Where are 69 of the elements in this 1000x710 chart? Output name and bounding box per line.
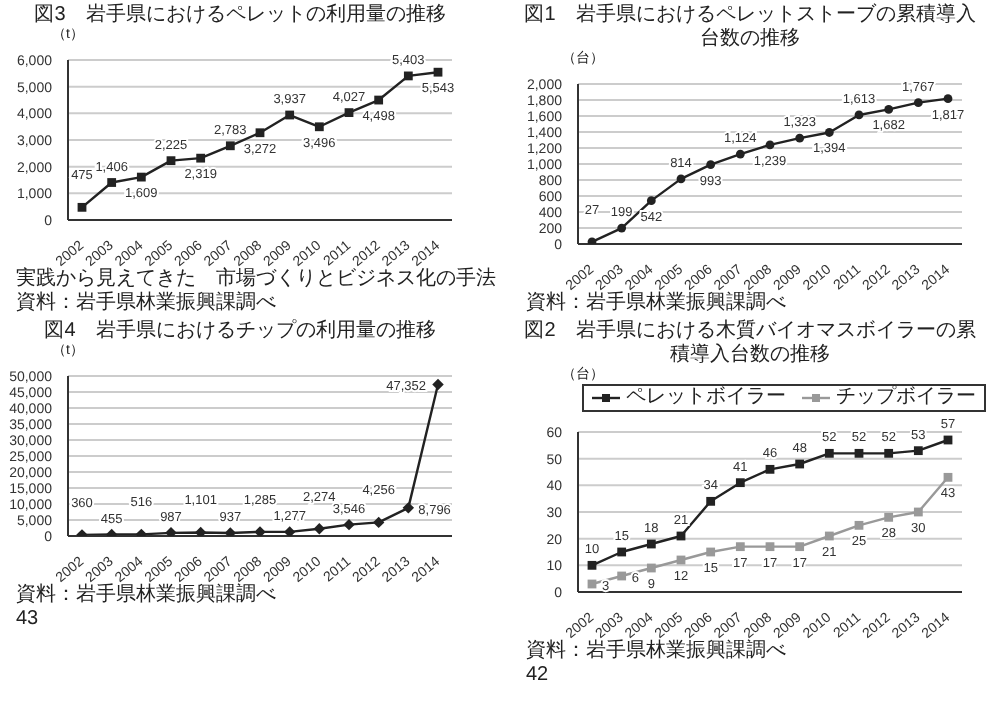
legend-label: ペレットボイラー: [626, 386, 786, 410]
text: 43: [16, 608, 41, 632]
point: [136, 172, 146, 182]
point: [646, 563, 656, 573]
point: [913, 98, 923, 108]
text: 資料：岩手県林業振興課調べ: [16, 292, 278, 316]
point: [795, 459, 805, 469]
point: [735, 478, 745, 488]
point: [432, 378, 444, 391]
point: [166, 156, 176, 166]
point: [824, 531, 834, 541]
point: [765, 464, 775, 474]
point: [314, 122, 324, 132]
point: [765, 542, 775, 552]
point: [374, 95, 384, 105]
point: [824, 448, 834, 458]
point: [343, 518, 355, 531]
point: [403, 71, 413, 81]
point: [255, 128, 265, 138]
point: [617, 571, 627, 581]
point: [824, 128, 834, 137]
point: [254, 526, 266, 536]
point: [913, 446, 923, 456]
point: [765, 140, 775, 150]
point: [165, 527, 177, 536]
point: [884, 448, 894, 458]
point: [884, 512, 894, 522]
point: [706, 547, 716, 557]
point: [433, 67, 443, 77]
point: [77, 202, 87, 212]
point: [854, 110, 864, 120]
point: [795, 542, 805, 552]
point: [617, 223, 627, 233]
point: [587, 560, 597, 570]
point: [402, 502, 415, 514]
text: 資料：岩手県林業振興課調べ: [16, 584, 278, 608]
point: [943, 472, 953, 482]
text: 42: [526, 664, 551, 688]
point: [587, 237, 597, 244]
point: [285, 110, 295, 120]
text: 資料：岩手県林業振興課調べ: [526, 640, 788, 664]
point: [617, 547, 627, 557]
point: [706, 160, 716, 169]
point: [344, 108, 354, 118]
point: [194, 526, 207, 536]
point: [854, 448, 864, 458]
point: [943, 94, 953, 104]
point: [913, 507, 923, 517]
point: [313, 523, 326, 535]
chart-title: 図1 岩手県におけるペレットストーブの累積導入台数の推移: [522, 4, 978, 50]
point: [735, 149, 745, 159]
point: [706, 496, 716, 506]
chart-title: 図4 岩手県におけるチップの利用量の推移: [42, 320, 438, 344]
point: [884, 105, 894, 114]
point: [795, 133, 805, 143]
legend-label: チップボイラー: [836, 386, 976, 410]
point: [646, 196, 656, 206]
point: [225, 141, 235, 151]
chart-title: 図2 岩手県における木質バイオマスボイラーの累積導入台数の推移: [522, 320, 978, 366]
text: 実践から見えてきた 市場づくりとビジネス化の手法: [16, 268, 496, 291]
point: [854, 520, 864, 530]
chart-title: 図3 岩手県におけるペレットの利用量の推移: [32, 4, 448, 28]
point: [735, 542, 745, 552]
point: [676, 174, 686, 184]
text: 資料：岩手県林業振興課調べ: [526, 292, 788, 316]
point: [196, 153, 206, 163]
point: [646, 539, 656, 549]
point: [107, 178, 117, 187]
point: [372, 516, 385, 529]
